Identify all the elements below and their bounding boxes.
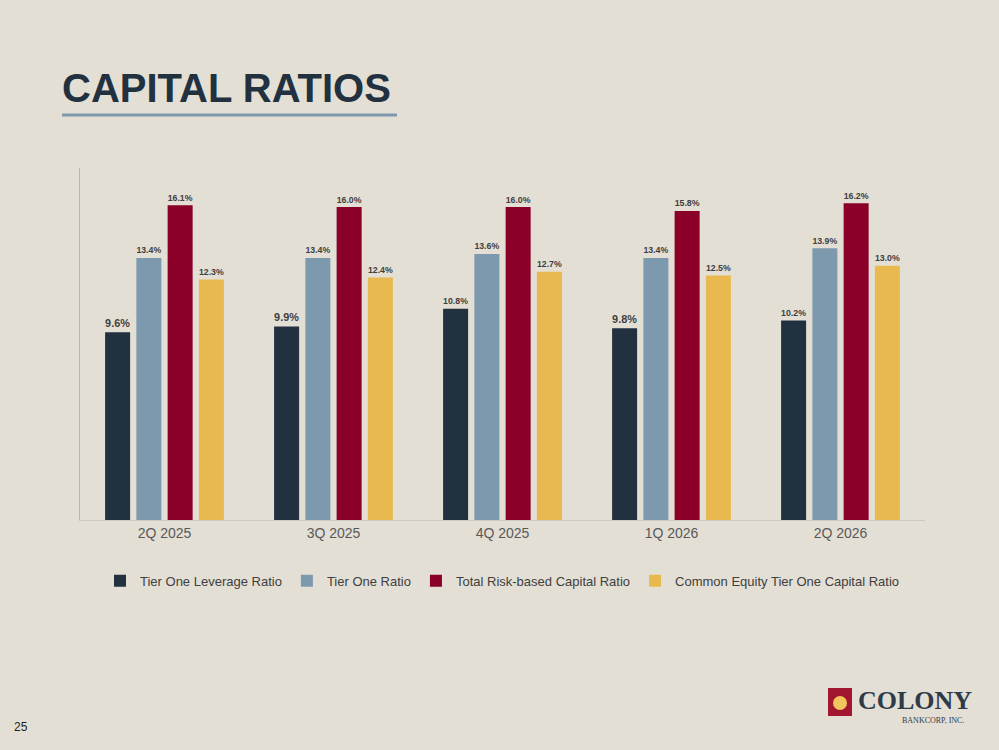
svg-text:10.2%: 10.2%	[781, 308, 806, 318]
svg-text:9.6%: 9.6%	[105, 317, 130, 329]
svg-text:4Q 2025: 4Q 2025	[476, 525, 530, 541]
svg-text:Tier One Ratio: Tier One Ratio	[327, 574, 411, 589]
svg-text:CAPITAL RATIOS: CAPITAL RATIOS	[62, 66, 391, 110]
svg-text:12.3%: 12.3%	[199, 267, 224, 277]
svg-text:15.8%: 15.8%	[675, 198, 700, 208]
svg-text:13.4%: 13.4%	[136, 245, 161, 255]
svg-text:13.4%: 13.4%	[643, 245, 668, 255]
svg-text:9.8%: 9.8%	[612, 313, 637, 325]
svg-text:12.5%: 12.5%	[706, 263, 731, 273]
svg-text:13.4%: 13.4%	[305, 245, 330, 255]
svg-text:3Q 2025: 3Q 2025	[307, 525, 361, 541]
svg-text:2Q 2025: 2Q 2025	[138, 525, 192, 541]
svg-text:Common Equity Tier One Capital: Common Equity Tier One Capital Ratio	[675, 574, 899, 589]
svg-text:16.0%: 16.0%	[337, 195, 362, 205]
svg-text:16.1%: 16.1%	[168, 193, 193, 203]
svg-text:16.2%: 16.2%	[844, 191, 869, 201]
svg-text:BANKCORP, INC.: BANKCORP, INC.	[902, 716, 964, 725]
svg-text:Tier One Leverage Ratio: Tier One Leverage Ratio	[140, 574, 282, 589]
svg-text:13.9%: 13.9%	[812, 236, 837, 246]
svg-text:COLONY: COLONY	[858, 686, 972, 715]
svg-text:9.9%: 9.9%	[274, 311, 299, 323]
svg-text:2Q 2026: 2Q 2026	[814, 525, 868, 541]
svg-text:25: 25	[14, 720, 28, 734]
svg-text:10.8%: 10.8%	[443, 296, 468, 306]
svg-text:16.0%: 16.0%	[506, 195, 531, 205]
svg-text:Total Risk-based Capital Ratio: Total Risk-based Capital Ratio	[456, 574, 630, 589]
svg-text:13.0%: 13.0%	[875, 253, 900, 263]
svg-text:13.6%: 13.6%	[474, 241, 499, 251]
svg-text:1Q 2026: 1Q 2026	[645, 525, 699, 541]
svg-text:12.7%: 12.7%	[537, 259, 562, 269]
svg-text:12.4%: 12.4%	[368, 265, 393, 275]
